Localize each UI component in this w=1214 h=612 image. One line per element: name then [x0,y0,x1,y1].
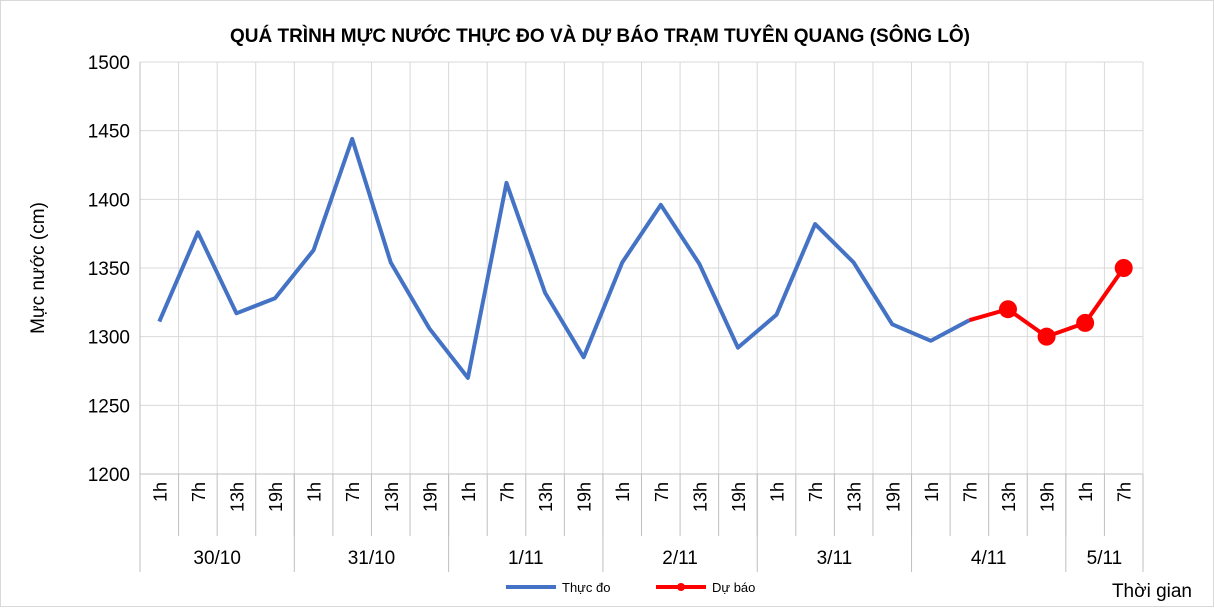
group-label: 5/11 [1087,548,1123,569]
x-tick-label: 1h [150,482,170,502]
x-tick-label: 1h [922,482,942,502]
x-tick-label: 1h [305,482,325,502]
legend-label: Thực đo [562,580,610,595]
x-tick-label: 1h [613,482,633,502]
legend-marker [677,583,685,591]
x-tick-label: 19h [729,482,749,512]
y-tick-label: 1400 [88,190,130,211]
y-tick-label: 1200 [88,465,130,486]
x-tick-label: 1h [1076,482,1096,502]
x-tick-label: 13h [845,482,865,512]
y-tick-label: 1300 [88,328,130,349]
y-axis-label: Mực nước (cm) [28,202,49,334]
x-tick-label: 1h [768,482,788,502]
x-tick-label: 13h [690,482,710,512]
x-tick-label: 7h [497,482,517,502]
legend-label: Dự báo [712,580,755,595]
y-tick-label: 1450 [88,122,130,143]
y-tick-label: 1350 [88,259,130,280]
data-point [1076,313,1095,332]
x-tick-label: 7h [960,482,980,502]
y-tick-label: 1250 [88,396,130,417]
chart-title: QUÁ TRÌNH MỰC NƯỚC THỰC ĐO VÀ DỰ BÁO TRẠ… [230,25,970,47]
x-tick-label: 19h [1038,482,1058,512]
y-tick-label: 1500 [88,53,130,74]
x-tick-label: 19h [266,482,286,512]
x-tick-label: 7h [343,482,363,502]
x-tick-label: 7h [1115,482,1135,502]
x-tick-label: 19h [575,482,595,512]
x-tick-label: 7h [189,482,209,502]
group-label: 2/11 [662,548,698,569]
group-label: 3/11 [817,548,853,569]
series-line [157,136,971,380]
group-label: 1/11 [508,548,544,569]
x-tick-label: 7h [806,482,826,502]
data-point [1037,327,1056,346]
x-tick-label: 19h [883,482,903,512]
group-label: 4/11 [971,548,1007,569]
x-tick-label: 13h [382,482,402,512]
x-tick-label: 13h [536,482,556,512]
x-axis-label: Thời gian [1112,581,1192,602]
data-point [1114,259,1133,277]
x-tick-label: 13h [999,482,1019,512]
group-label: 31/10 [348,548,396,569]
group-label: 30/10 [193,548,241,569]
x-tick-label: 7h [652,482,672,502]
x-tick-label: 1h [459,482,479,502]
data-point [998,300,1017,319]
x-tick-label: 13h [227,482,247,512]
x-tick-label: 19h [420,482,440,512]
